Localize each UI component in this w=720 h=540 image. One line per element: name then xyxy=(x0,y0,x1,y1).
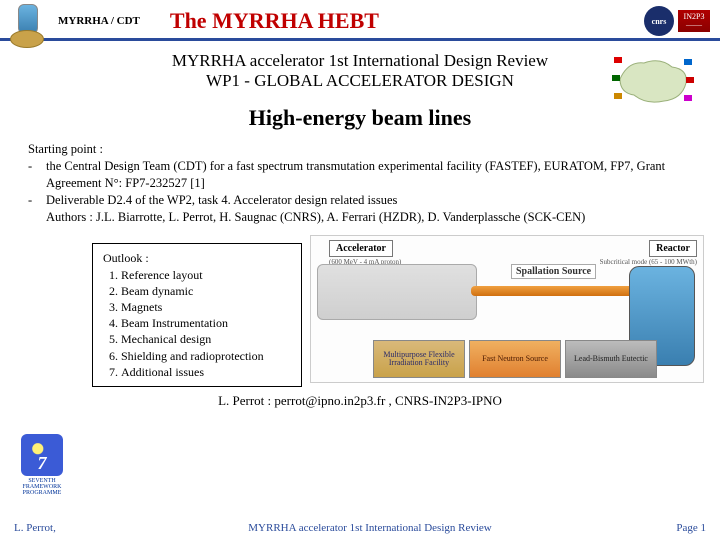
outlook-item: Beam dynamic xyxy=(121,283,291,299)
bullet-1: - the Central Design Team (CDT) for a fa… xyxy=(28,158,692,192)
accelerator-reactor-diagram: Accelerator (600 MeV - 4 mA proton) Reac… xyxy=(310,235,704,383)
outlook-item: Mechanical design xyxy=(121,331,291,347)
reactor-label: Reactor xyxy=(649,240,697,257)
spallation-label: Spallation Source xyxy=(511,264,596,279)
cnrs-logo-icon: cnrs xyxy=(644,6,674,36)
fp7-badge-icon: 7 xyxy=(21,434,63,476)
page-title: The MYRRHA HEBT xyxy=(170,8,644,34)
body-text: Starting point : - the Central Design Te… xyxy=(28,141,692,225)
outlook-list: Reference layout Beam dynamic Magnets Be… xyxy=(103,267,291,380)
outlook-box: Outlook : Reference layout Beam dynamic … xyxy=(92,243,302,387)
in2p3-logo-icon: IN2P3 —— xyxy=(678,10,710,32)
outlook-item: Shielding and radioprotection xyxy=(121,348,291,364)
outlook-item: Magnets xyxy=(121,299,291,315)
in2p3-bar: —— xyxy=(686,21,702,29)
fast-neutron-box: Fast Neutron Source xyxy=(469,340,561,378)
fp7-caption: SEVENTH FRAMEWORK PROGRAMME xyxy=(16,478,68,496)
subtitle-block: MYRRHA accelerator 1st International Des… xyxy=(0,51,720,91)
outlook-item: Beam Instrumentation xyxy=(121,315,291,331)
org-logos: cnrs IN2P3 —— xyxy=(644,6,710,36)
reactor-subnote: Subcritical mode (65 - 100 MWth) xyxy=(600,258,697,266)
contact-line: L. Perrot : perrot@ipno.in2p3.fr , CNRS-… xyxy=(0,393,720,409)
bullet-1-text: the Central Design Team (CDT) for a fast… xyxy=(46,158,692,192)
authors-line: Authors : J.L. Biarrotte, L. Perrot, H. … xyxy=(46,209,692,226)
europe-map-icon xyxy=(610,49,696,111)
beam-line-icon xyxy=(471,286,651,296)
fp7-logo: 7 SEVENTH FRAMEWORK PROGRAMME xyxy=(16,434,68,496)
bullet-2-text: Deliverable D2.4 of the WP2, task 4. Acc… xyxy=(46,192,397,209)
footer-page: Page 1 xyxy=(626,522,706,534)
bullet-2: - Deliverable D2.4 of the WP2, task 4. A… xyxy=(28,192,692,209)
footer: L. Perrot, MYRRHA accelerator 1st Intern… xyxy=(0,518,720,540)
figure-row: Outlook : Reference layout Beam dynamic … xyxy=(16,235,704,387)
diagram-bottom-boxes: Multipurpose Flexible Irradiation Facili… xyxy=(373,340,657,378)
outlook-heading: Outlook : xyxy=(103,250,291,266)
accelerator-label: Accelerator xyxy=(329,240,393,257)
myrrha-reactor-icon xyxy=(10,4,46,56)
footer-mid: MYRRHA accelerator 1st International Des… xyxy=(114,522,626,534)
start-label: Starting point : xyxy=(28,141,692,158)
outlook-item: Reference layout xyxy=(121,267,291,283)
outlook-item: Additional issues xyxy=(121,364,291,380)
header: MYRRHA / CDT The MYRRHA HEBT cnrs IN2P3 … xyxy=(0,0,720,41)
multipurpose-box: Multipurpose Flexible Irradiation Facili… xyxy=(373,340,465,378)
lead-bismuth-box: Lead-Bismuth Eutectic xyxy=(565,340,657,378)
accelerator-shape-icon xyxy=(317,264,477,320)
header-left-label: MYRRHA / CDT xyxy=(58,15,140,27)
